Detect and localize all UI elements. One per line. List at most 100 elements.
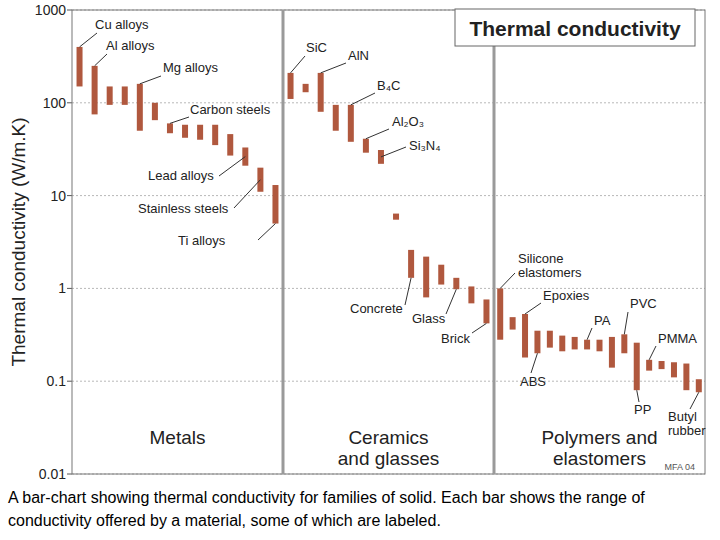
category-label: PP	[634, 402, 651, 417]
category-label: ABS	[520, 374, 546, 389]
category-label: Glass	[412, 311, 446, 326]
range-bar	[408, 250, 414, 278]
range-bar	[92, 66, 98, 115]
leader-line	[170, 117, 189, 123]
range-bar	[634, 343, 640, 391]
leader-line	[531, 353, 537, 373]
range-bar	[423, 257, 429, 298]
leader-line	[525, 303, 541, 314]
tick-label: 100	[43, 95, 67, 111]
category-label: Cu alloys	[95, 17, 149, 32]
category-label: Si₃N₄	[409, 138, 441, 153]
category-label: AlN	[348, 48, 369, 63]
range-bar	[597, 340, 603, 352]
tick-label: 1000	[35, 2, 66, 18]
range-bar	[646, 360, 652, 371]
range-bar	[348, 105, 354, 142]
range-bar	[167, 123, 173, 133]
range-bar	[584, 340, 590, 350]
grid-line	[72, 381, 705, 382]
range-bar	[227, 134, 233, 155]
category-label: PMMA	[658, 331, 697, 346]
caption: A bar-chart showing thermal conductivity…	[8, 486, 698, 532]
chart: 0.01 0.1 1 10 100 1000 Thermal conductivity (W…	[0, 0, 720, 540]
y-axis-label: Thermal conductivity (W/m.K)	[8, 117, 29, 366]
category-label: Stainless steels	[138, 201, 229, 216]
leader-line	[351, 93, 375, 105]
range-bar	[438, 265, 444, 285]
category-label: Lead alloys	[148, 168, 214, 183]
title: Thermal conductivity	[469, 17, 681, 40]
leader-line	[219, 157, 245, 176]
category-label: Butylrubber	[668, 409, 706, 438]
family-label: Metals	[150, 427, 206, 448]
credit: MFA 04	[664, 462, 695, 472]
range-bar	[77, 47, 83, 87]
range-bar	[152, 103, 158, 120]
leader-line	[321, 63, 346, 73]
range-bar	[683, 364, 689, 391]
range-bar	[257, 168, 263, 192]
leader-line	[234, 180, 260, 208]
leader-line	[649, 346, 656, 360]
tick-mark	[67, 10, 72, 11]
category-label: Concrete	[350, 301, 403, 316]
category-label: Brick	[441, 331, 470, 346]
range-bar	[453, 278, 459, 289]
category-label: B₄C	[377, 78, 400, 93]
tick-label: 0.1	[47, 373, 67, 389]
family-label: Ceramicsand glasses	[338, 427, 439, 469]
grid-line	[72, 102, 705, 103]
grid-line	[72, 288, 705, 289]
title-box	[455, 9, 695, 46]
range-bar	[272, 185, 278, 224]
range-bar	[363, 139, 369, 153]
family-label: Polymers andelastomers	[541, 427, 657, 469]
tick-label: 10	[50, 188, 66, 204]
range-bar	[468, 286, 474, 303]
range-bar	[534, 331, 540, 354]
range-bar	[303, 84, 309, 92]
range-bar	[137, 84, 143, 131]
leader-line	[446, 289, 456, 314]
leader-line	[258, 224, 275, 240]
leader-line	[405, 278, 411, 305]
range-bar	[671, 362, 677, 377]
tick-label: 1	[58, 280, 66, 296]
range-bar	[572, 337, 578, 350]
range-bar	[547, 331, 553, 348]
tick-mark	[67, 102, 72, 103]
range-bar	[288, 73, 294, 99]
plot-area	[72, 10, 705, 474]
leader-line	[587, 328, 592, 340]
leader-line	[366, 129, 389, 139]
range-bar	[609, 337, 615, 368]
bars	[77, 47, 702, 392]
leader-line	[500, 273, 515, 288]
tick-mark	[67, 195, 72, 196]
tick-mark	[67, 288, 72, 289]
category-label: Epoxies	[543, 288, 590, 303]
range-bar	[497, 288, 503, 339]
leader-line	[140, 76, 161, 84]
category-label: PA	[594, 313, 611, 328]
leader-line	[95, 54, 107, 66]
range-bar	[107, 86, 113, 104]
family-divider	[493, 10, 496, 474]
range-bar	[212, 125, 218, 145]
family-divider	[282, 10, 285, 474]
category-label: Al alloys	[106, 38, 155, 53]
range-bar	[378, 150, 384, 164]
grid-line	[72, 195, 705, 196]
category-label: Mg alloys	[163, 60, 218, 75]
category-label: Carbon steels	[190, 102, 271, 117]
range-bar	[333, 105, 339, 131]
category-label: Siliconeelastomers	[518, 251, 582, 280]
tick-label: 0.01	[39, 466, 66, 482]
leader-line	[381, 147, 406, 157]
range-bar	[696, 379, 702, 392]
category-label: Al₂O₃	[392, 114, 424, 129]
range-bar	[659, 361, 665, 369]
category-label: Ti alloys	[178, 233, 226, 248]
tick-mark	[67, 381, 72, 382]
